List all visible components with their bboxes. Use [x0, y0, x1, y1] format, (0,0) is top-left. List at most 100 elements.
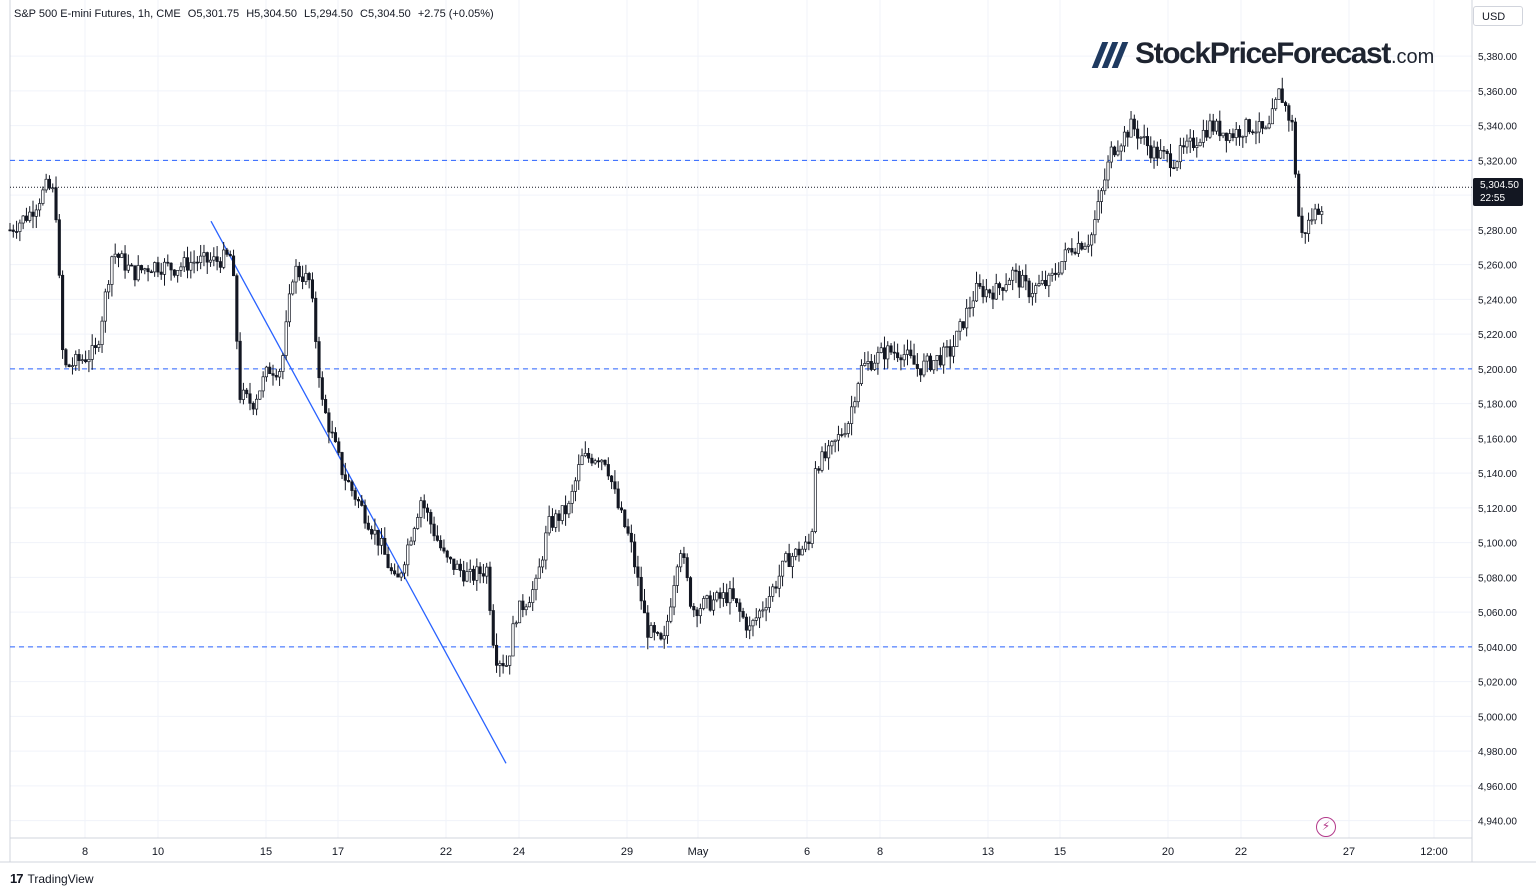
candle-body — [550, 516, 554, 528]
y-tick-label: 5,380.00 — [1478, 52, 1517, 63]
candle-body — [866, 361, 870, 364]
candle-body — [961, 321, 965, 329]
candle-body — [1096, 201, 1100, 220]
candle-body — [524, 606, 528, 611]
candle-body — [402, 564, 407, 574]
candle-body — [734, 598, 739, 604]
candle-body — [370, 528, 374, 535]
candle-body — [1103, 179, 1107, 192]
candle-body — [1316, 208, 1320, 215]
y-tick-label: 5,260.00 — [1478, 261, 1517, 272]
candle-body — [373, 529, 377, 535]
candle-body — [199, 255, 203, 263]
candle-body — [15, 231, 19, 233]
candle-body — [974, 283, 979, 302]
candle-body — [797, 548, 801, 556]
candle-body — [1090, 234, 1094, 246]
candle-body — [705, 595, 709, 599]
candle-body — [386, 554, 390, 568]
candle-body — [182, 257, 186, 268]
candle-body — [317, 341, 321, 379]
change-value: +2.75 (+0.05%) — [417, 8, 494, 20]
candle-body — [185, 257, 190, 271]
candle-body — [1132, 118, 1136, 130]
candle-body — [1116, 150, 1120, 156]
footer-brand[interactable]: 17 TradingView — [10, 871, 94, 886]
last-price-value: 5,304.50 — [1480, 180, 1519, 191]
x-tick-label: May — [688, 846, 709, 858]
candle-body — [662, 635, 666, 640]
candle-body — [412, 528, 416, 542]
candle-body — [468, 568, 472, 572]
candle-body — [28, 211, 32, 221]
y-tick-label: 5,140.00 — [1478, 469, 1517, 480]
candle-body — [1280, 88, 1284, 103]
candle-body — [70, 365, 75, 368]
x-tick-label: 12:00 — [1420, 846, 1448, 858]
candle-body — [596, 460, 601, 463]
candle-body — [590, 457, 594, 464]
last-price-label: 5,304.50 22:55 — [1473, 178, 1523, 206]
candle-body — [347, 479, 351, 483]
candle-body — [948, 346, 952, 357]
currency-selector[interactable]: USD — [1473, 6, 1523, 26]
candle-body — [853, 401, 857, 408]
candle-body — [379, 537, 384, 546]
candle-body — [1001, 287, 1005, 291]
candle-body — [136, 265, 140, 281]
plot-area — [10, 0, 1472, 862]
candle-body — [1155, 146, 1159, 159]
candle-body — [810, 531, 814, 544]
candle-body — [1208, 120, 1212, 138]
x-tick-label: 22 — [440, 846, 452, 858]
candle-body — [294, 265, 298, 283]
x-tick-label: 27 — [1343, 846, 1355, 858]
watermark-logo: StockPriceForecast .com — [1091, 37, 1434, 73]
candle-body — [425, 507, 430, 513]
candle-body — [1283, 102, 1288, 106]
candle-body — [1149, 145, 1153, 159]
candle-body — [97, 344, 101, 348]
candle-body — [702, 598, 706, 609]
candle-body — [225, 249, 229, 255]
candle-body — [744, 616, 748, 631]
candle-body — [840, 434, 844, 436]
candle-body — [708, 595, 712, 611]
candle-body — [603, 459, 607, 465]
candle-body — [67, 364, 71, 368]
candle-body — [1030, 293, 1034, 298]
candle-body — [1300, 215, 1304, 233]
candle-body — [1195, 145, 1199, 148]
candle-body — [271, 373, 275, 376]
candle-body — [100, 320, 104, 345]
candle-body — [268, 366, 272, 374]
candle-body — [692, 606, 696, 611]
y-tick-label: 5,180.00 — [1478, 400, 1517, 411]
candle-body — [304, 273, 308, 282]
candle-body — [534, 577, 538, 591]
candle-body — [774, 586, 778, 589]
candle-body — [922, 360, 926, 376]
candle-body — [508, 655, 512, 666]
candle-body — [189, 262, 193, 271]
candle-body — [1024, 274, 1028, 282]
candle-body — [1113, 146, 1117, 156]
candle-body — [498, 663, 502, 666]
candle-body — [537, 566, 541, 579]
candle-body — [544, 532, 548, 561]
candle-body — [281, 355, 285, 372]
candle-body — [823, 451, 827, 459]
candle-body — [1218, 120, 1222, 137]
candle-body — [715, 592, 719, 601]
candle-body — [1251, 131, 1255, 134]
candle-body — [738, 602, 742, 612]
lightning-icon[interactable]: ⚡ — [1316, 817, 1336, 837]
candle-body — [162, 261, 167, 275]
candle-body — [258, 390, 262, 400]
candle-body — [1310, 219, 1314, 222]
candle-body — [725, 592, 729, 604]
y-tick-label: 4,980.00 — [1478, 747, 1517, 758]
x-tick-label: 29 — [621, 846, 633, 858]
candle-body — [991, 292, 995, 300]
